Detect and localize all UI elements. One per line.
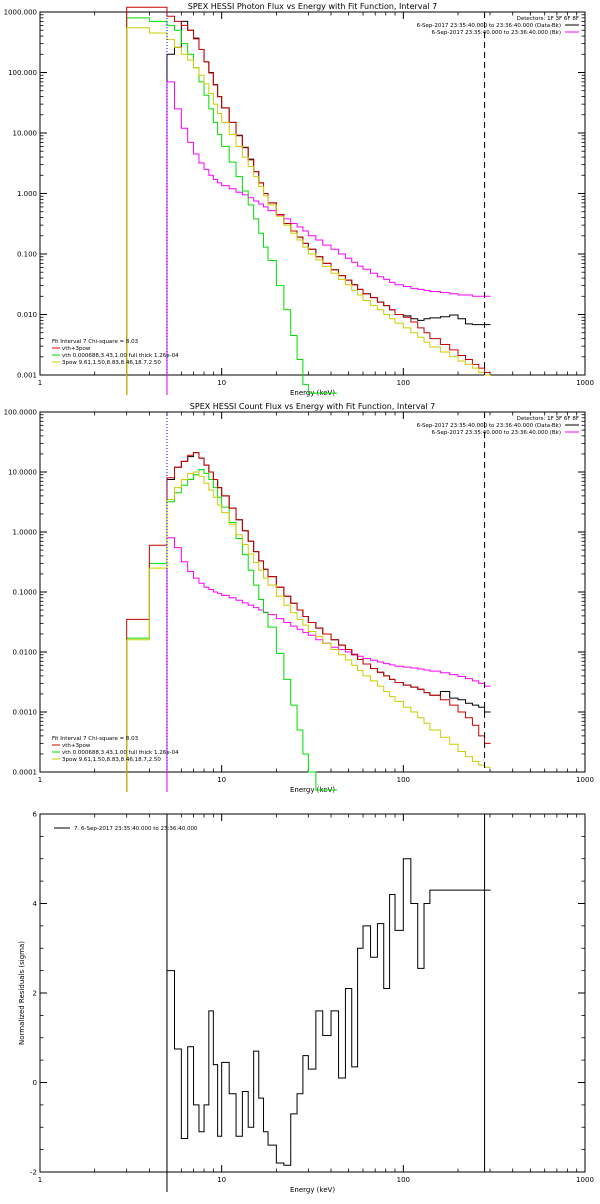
y-axis-label: Normalized Residuals (sigma) <box>18 941 26 1045</box>
y-tick-label: 0.100 <box>17 251 37 259</box>
x-axis-label: Energy (keV) <box>290 786 335 794</box>
legend-entry: 6-Sep-2017 23:35:40.000 to 23:36:40.000 … <box>432 430 562 436</box>
y-tick-label: 0.0010 <box>13 709 38 717</box>
y-tick-label: 1.0000 <box>13 529 38 537</box>
y-tick-label: 1000.000 <box>4 9 37 17</box>
y-tick-label: 4 <box>33 900 38 908</box>
series-total <box>126 452 491 792</box>
y-tick-label: 0.010 <box>17 311 37 319</box>
legend-entry: 6-Sep-2017 23:35:40.000 to 23:36:40.000 … <box>417 23 561 29</box>
x-tick-label: 1000 <box>576 379 594 387</box>
y-tick-label: 10.000 <box>13 130 38 138</box>
x-tick-label: 100 <box>397 776 410 784</box>
fit-legend-entry: vth 0.000688,3.43,1.00 full thick 1.26e-… <box>62 353 179 359</box>
y-tick-label: 100.0000 <box>4 409 37 417</box>
y-tick-label: 0.1000 <box>13 589 38 597</box>
y-tick-label: 2 <box>33 990 37 998</box>
x-tick-label: 10 <box>217 1176 226 1184</box>
series-background <box>166 81 491 395</box>
y-tick-label: 6 <box>33 811 38 819</box>
series-data <box>166 20 491 395</box>
x-tick-label: 10 <box>217 379 226 387</box>
plot-frame <box>39 411 586 773</box>
fit-legend-entry: vth+3pow <box>62 743 91 749</box>
chart-title: SPEX HESSI Photon Flux vs Energy with Fi… <box>188 2 438 11</box>
series-total <box>126 6 491 395</box>
series-data <box>166 452 491 792</box>
y-tick-label: 0.0100 <box>13 649 38 657</box>
series-3pow <box>126 27 491 395</box>
legend-entry: 6-Sep-2017 23:35:40.000 to 23:36:40.000 … <box>432 30 562 36</box>
fit-legend-entry: vth 0.000688,3.43,1.00 full thick 1.26e-… <box>62 750 179 756</box>
x-tick-label: 100 <box>397 1176 410 1184</box>
x-tick-label: 1 <box>38 1176 42 1184</box>
y-tick-label: 0 <box>33 1079 37 1087</box>
y-tick-label: 0.001 <box>17 372 37 380</box>
x-tick-label: 1000 <box>576 776 594 784</box>
series-background <box>166 537 491 792</box>
x-tick-label: 100 <box>397 379 410 387</box>
y-tick-label: 0.0001 <box>13 769 38 777</box>
series-3pow <box>126 471 491 792</box>
series-vth <box>126 469 338 792</box>
y-tick-label: -2 <box>30 1169 37 1177</box>
detectors-label: Detectors: 1F 3F 6F 8F <box>517 16 579 22</box>
legend-entry: 6-Sep-2017 23:35:40.000 to 23:36:40.000 … <box>417 423 561 429</box>
plot-frame <box>39 813 586 1173</box>
fit-legend-entry: 3pow 9.61,1.50,8.83,8.46,18.7,2.50 <box>62 757 161 763</box>
y-tick-label: 100.000 <box>8 69 37 77</box>
y-tick-label: 1.000 <box>17 190 37 198</box>
x-tick-label: 10 <box>217 776 226 784</box>
chart-title: SPEX HESSI Count Flux vs Energy with Fit… <box>190 402 435 411</box>
x-tick-label: 1 <box>38 776 42 784</box>
x-axis-label: Energy (keV) <box>290 1186 335 1194</box>
detectors-label: Detectors: 1F 3F 6F 8F <box>517 416 579 422</box>
fit-legend-entry: vth+3pow <box>62 346 91 352</box>
series-vth <box>126 17 338 395</box>
residual-legend-label: 7. 6-Sep-2017 23:35:40.000 to 23:36:40.0… <box>74 826 198 832</box>
plot-frame <box>39 11 586 376</box>
x-tick-label: 1 <box>38 379 42 387</box>
series-residuals <box>166 858 491 1192</box>
x-tick-label: 1000 <box>576 1176 594 1184</box>
fit-chi-square: Fit Interval 7 Chi-square = 8.03 <box>52 736 139 742</box>
fit-chi-square: Fit Interval 7 Chi-square = 8.03 <box>52 339 139 345</box>
y-tick-label: 10.0000 <box>8 469 37 477</box>
fit-legend-entry: 3pow 9.61,1.50,8.83,8.46,18.7,2.50 <box>62 360 161 366</box>
